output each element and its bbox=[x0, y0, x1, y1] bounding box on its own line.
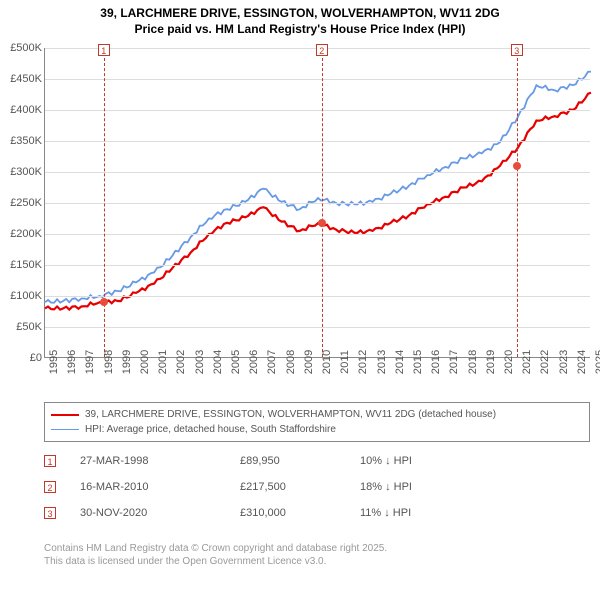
x-axis-label: 2007 bbox=[266, 350, 278, 374]
legend-label-property: 39, LARCHMERE DRIVE, ESSINGTON, WOLVERHA… bbox=[85, 407, 496, 422]
legend-row-property: 39, LARCHMERE DRIVE, ESSINGTON, WOLVERHA… bbox=[51, 407, 583, 422]
transaction-date: 27-MAR-1998 bbox=[80, 455, 240, 467]
grid-line bbox=[45, 110, 590, 111]
transaction-price: £217,500 bbox=[240, 481, 360, 493]
x-axis-label: 2015 bbox=[412, 350, 424, 374]
title-line-2: Price paid vs. HM Land Registry's House … bbox=[0, 22, 600, 38]
legend-swatch-hpi bbox=[51, 429, 79, 430]
y-axis-label: £500K bbox=[10, 42, 42, 54]
x-axis-label: 2025 bbox=[594, 350, 600, 374]
x-axis-label: 2014 bbox=[394, 350, 406, 374]
x-axis-label: 2006 bbox=[248, 350, 260, 374]
x-axis-label: 2024 bbox=[576, 350, 588, 374]
x-axis-label: 2011 bbox=[339, 350, 351, 374]
legend-box: 39, LARCHMERE DRIVE, ESSINGTON, WOLVERHA… bbox=[44, 402, 590, 442]
data-point bbox=[318, 219, 326, 227]
x-axis-label: 1998 bbox=[103, 350, 115, 374]
y-axis-label: £0 bbox=[30, 352, 42, 364]
x-axis-label: 2003 bbox=[194, 350, 206, 374]
marker-box: 3 bbox=[511, 44, 523, 56]
x-axis-label: 2002 bbox=[175, 350, 187, 374]
y-axis-label: £400K bbox=[10, 104, 42, 116]
data-point bbox=[513, 162, 521, 170]
x-axis-label: 2016 bbox=[430, 350, 442, 374]
y-axis-label: £200K bbox=[10, 228, 42, 240]
x-axis-label: 2017 bbox=[448, 350, 460, 374]
chart-title: 39, LARCHMERE DRIVE, ESSINGTON, WOLVERHA… bbox=[0, 0, 600, 37]
transaction-diff: 10% ↓ HPI bbox=[360, 455, 460, 467]
transaction-date: 16-MAR-2010 bbox=[80, 481, 240, 493]
marker-line bbox=[517, 48, 518, 357]
x-axis-label: 2008 bbox=[285, 350, 297, 374]
transaction-marker: 1 bbox=[44, 455, 56, 467]
grid-line bbox=[45, 172, 590, 173]
grid-line bbox=[45, 296, 590, 297]
transaction-price: £310,000 bbox=[240, 507, 360, 519]
x-axis-label: 2019 bbox=[485, 350, 497, 374]
series-line bbox=[45, 93, 591, 310]
x-axis-label: 2020 bbox=[503, 350, 515, 374]
grid-line bbox=[45, 265, 590, 266]
x-axis-label: 2012 bbox=[357, 350, 369, 374]
footnote: Contains HM Land Registry data © Crown c… bbox=[44, 542, 387, 568]
y-axis-label: £450K bbox=[10, 73, 42, 85]
transaction-table: 1 27-MAR-1998£89,95010% ↓ HPI 2 16-MAR-2010… bbox=[44, 448, 460, 526]
footnote-line-1: Contains HM Land Registry data © Crown c… bbox=[44, 542, 387, 555]
chart-container: 39, LARCHMERE DRIVE, ESSINGTON, WOLVERHA… bbox=[0, 0, 600, 590]
x-axis-label: 2023 bbox=[558, 350, 570, 374]
x-axis-label: 1997 bbox=[84, 350, 96, 374]
y-axis-label: £300K bbox=[10, 166, 42, 178]
x-axis-label: 2004 bbox=[212, 350, 224, 374]
x-axis-label: 2000 bbox=[139, 350, 151, 374]
y-axis-label: £100K bbox=[10, 290, 42, 302]
x-axis-label: 2009 bbox=[303, 350, 315, 374]
legend-label-hpi: HPI: Average price, detached house, Sout… bbox=[85, 422, 336, 437]
transaction-diff: 18% ↓ HPI bbox=[360, 481, 460, 493]
marker-line bbox=[104, 48, 105, 357]
grid-line bbox=[45, 79, 590, 80]
transaction-date: 30-NOV-2020 bbox=[80, 507, 240, 519]
data-point bbox=[100, 298, 108, 306]
transaction-price: £89,950 bbox=[240, 455, 360, 467]
grid-line bbox=[45, 234, 590, 235]
x-axis-label: 2018 bbox=[467, 350, 479, 374]
transaction-row: 2 16-MAR-2010£217,50018% ↓ HPI bbox=[44, 474, 460, 500]
grid-line bbox=[45, 141, 590, 142]
x-axis-label: 1999 bbox=[121, 350, 133, 374]
transaction-marker: 2 bbox=[44, 481, 56, 493]
x-axis-label: 1996 bbox=[66, 350, 78, 374]
x-axis-label: 2021 bbox=[521, 350, 533, 374]
transaction-diff: 11% ↓ HPI bbox=[360, 507, 460, 519]
x-axis-label: 2013 bbox=[376, 350, 388, 374]
marker-line bbox=[322, 48, 323, 357]
x-axis-label: 2005 bbox=[230, 350, 242, 374]
transaction-row: 1 27-MAR-1998£89,95010% ↓ HPI bbox=[44, 448, 460, 474]
chart-plot-area: 123 bbox=[44, 48, 590, 358]
title-line-1: 39, LARCHMERE DRIVE, ESSINGTON, WOLVERHA… bbox=[0, 6, 600, 22]
grid-line bbox=[45, 203, 590, 204]
y-axis-label: £150K bbox=[10, 259, 42, 271]
transaction-marker: 3 bbox=[44, 507, 56, 519]
marker-box: 2 bbox=[316, 44, 328, 56]
grid-line bbox=[45, 327, 590, 328]
legend-swatch-property bbox=[51, 414, 79, 416]
marker-box: 1 bbox=[98, 44, 110, 56]
series-line bbox=[45, 72, 591, 303]
x-axis-label: 1995 bbox=[48, 350, 60, 374]
footnote-line-2: This data is licensed under the Open Gov… bbox=[44, 555, 387, 568]
x-axis-label: 2022 bbox=[539, 350, 551, 374]
transaction-row: 3 30-NOV-2020£310,00011% ↓ HPI bbox=[44, 500, 460, 526]
y-axis-label: £250K bbox=[10, 197, 42, 209]
legend-row-hpi: HPI: Average price, detached house, Sout… bbox=[51, 422, 583, 437]
y-axis-label: £350K bbox=[10, 135, 42, 147]
x-axis-label: 2001 bbox=[157, 350, 169, 374]
y-axis-label: £50K bbox=[16, 321, 42, 333]
x-axis-label: 2010 bbox=[321, 350, 333, 374]
